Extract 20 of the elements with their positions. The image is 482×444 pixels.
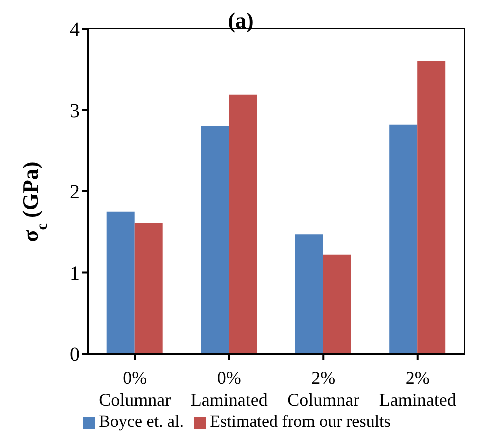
bar bbox=[106, 212, 135, 354]
x-tick-label: 2% Columnar bbox=[288, 368, 360, 410]
x-tick-label: 0% Laminated bbox=[190, 368, 268, 410]
bar bbox=[323, 254, 352, 354]
bar bbox=[134, 223, 163, 354]
chart-title: (a) bbox=[228, 8, 254, 33]
x-tick-label: 2% Laminated bbox=[379, 368, 456, 410]
x-tick-label: 0% Columnar bbox=[99, 368, 172, 410]
bar bbox=[390, 124, 418, 354]
legend-label: Boyce et. al. bbox=[99, 412, 184, 431]
y-tick-label: 1 bbox=[70, 262, 80, 285]
y-tick-label: 3 bbox=[70, 100, 80, 122]
y-tick-label: 4 bbox=[70, 19, 80, 42]
bar bbox=[201, 126, 230, 354]
legend-label: Estimated from our results bbox=[210, 412, 391, 431]
bar bbox=[418, 62, 446, 354]
y-tick-label: 0 bbox=[70, 344, 80, 366]
bar bbox=[229, 94, 258, 354]
y-tick-label: 2 bbox=[70, 182, 80, 204]
bar bbox=[295, 234, 324, 354]
